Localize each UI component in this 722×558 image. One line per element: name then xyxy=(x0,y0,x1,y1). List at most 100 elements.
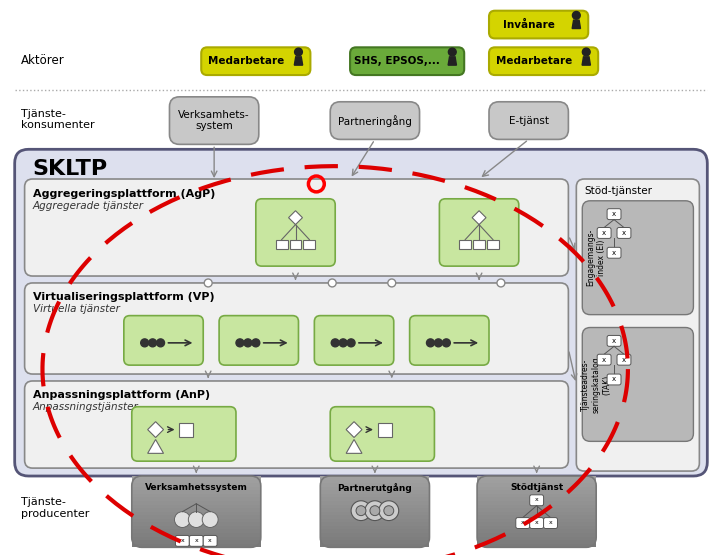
Polygon shape xyxy=(572,20,580,28)
Text: Stödtjänst: Stödtjänst xyxy=(510,483,563,492)
Text: x: x xyxy=(612,377,616,382)
Circle shape xyxy=(448,48,456,56)
Polygon shape xyxy=(448,57,456,65)
FancyBboxPatch shape xyxy=(25,179,568,276)
Text: Partnerutgång: Partnerutgång xyxy=(337,483,412,493)
Circle shape xyxy=(497,279,505,287)
FancyBboxPatch shape xyxy=(617,228,631,238)
Text: x: x xyxy=(535,497,539,502)
Bar xyxy=(132,515,261,519)
Bar xyxy=(132,483,261,487)
FancyBboxPatch shape xyxy=(201,47,310,75)
FancyBboxPatch shape xyxy=(607,247,621,258)
Polygon shape xyxy=(148,440,163,453)
Text: SKLTP: SKLTP xyxy=(32,159,108,179)
Circle shape xyxy=(388,279,396,287)
FancyBboxPatch shape xyxy=(440,199,519,266)
Bar xyxy=(477,540,596,543)
Bar xyxy=(321,540,430,543)
Circle shape xyxy=(157,339,165,347)
FancyBboxPatch shape xyxy=(582,328,693,441)
Text: Virtualiseringsplattform (VP): Virtualiseringsplattform (VP) xyxy=(32,292,214,302)
Text: Engagemangs-
index (EI): Engagemangs- index (EI) xyxy=(586,229,606,286)
Circle shape xyxy=(331,339,339,347)
Bar xyxy=(477,483,596,487)
Text: x: x xyxy=(208,538,212,543)
Circle shape xyxy=(175,512,191,527)
Circle shape xyxy=(347,339,355,347)
Bar xyxy=(132,512,261,515)
Text: Verksamhetssystem: Verksamhetssystem xyxy=(145,483,248,492)
Bar xyxy=(321,483,430,487)
Circle shape xyxy=(236,339,244,347)
FancyBboxPatch shape xyxy=(189,536,203,546)
FancyBboxPatch shape xyxy=(219,316,298,365)
Polygon shape xyxy=(295,57,303,65)
Bar xyxy=(132,522,261,526)
FancyBboxPatch shape xyxy=(132,407,236,461)
FancyBboxPatch shape xyxy=(597,228,611,238)
Bar xyxy=(477,494,596,497)
Circle shape xyxy=(370,506,380,516)
Bar xyxy=(321,490,430,494)
FancyBboxPatch shape xyxy=(597,354,611,365)
Bar xyxy=(477,487,596,490)
Circle shape xyxy=(356,506,366,516)
Text: x: x xyxy=(612,338,616,344)
Bar xyxy=(321,512,430,515)
Text: x: x xyxy=(602,230,606,236)
Bar xyxy=(477,490,596,494)
Circle shape xyxy=(339,339,347,347)
FancyBboxPatch shape xyxy=(203,536,217,546)
Text: Tjänste-
producenter: Tjänste- producenter xyxy=(21,497,89,518)
Circle shape xyxy=(244,339,252,347)
Bar xyxy=(132,543,261,547)
Text: x: x xyxy=(180,538,184,543)
FancyBboxPatch shape xyxy=(25,381,568,468)
Bar xyxy=(132,501,261,504)
FancyBboxPatch shape xyxy=(582,201,693,315)
Text: x: x xyxy=(521,520,525,525)
Text: x: x xyxy=(622,357,626,363)
Bar xyxy=(321,543,430,547)
FancyBboxPatch shape xyxy=(409,316,489,365)
Bar xyxy=(477,479,596,483)
Polygon shape xyxy=(582,57,591,65)
Bar xyxy=(321,537,430,540)
Bar xyxy=(477,526,596,530)
Circle shape xyxy=(435,339,443,347)
Text: x: x xyxy=(612,250,616,256)
Bar xyxy=(132,476,261,479)
FancyBboxPatch shape xyxy=(516,518,530,528)
Bar xyxy=(487,239,499,248)
Bar xyxy=(477,530,596,533)
Bar xyxy=(132,540,261,543)
FancyBboxPatch shape xyxy=(530,495,544,506)
Text: Invånare: Invånare xyxy=(503,20,554,30)
FancyBboxPatch shape xyxy=(314,316,393,365)
Polygon shape xyxy=(346,422,362,437)
Bar xyxy=(132,537,261,540)
Bar xyxy=(321,476,430,479)
Circle shape xyxy=(188,512,204,527)
Circle shape xyxy=(573,12,580,19)
Bar xyxy=(132,490,261,494)
Text: Aggregerade tjänster: Aggregerade tjänster xyxy=(32,201,144,211)
Bar xyxy=(321,504,430,508)
Bar xyxy=(378,422,392,436)
FancyBboxPatch shape xyxy=(14,150,708,476)
Bar xyxy=(321,501,430,504)
Bar xyxy=(321,515,430,519)
Text: Anpassningsplattform (AnP): Anpassningsplattform (AnP) xyxy=(32,390,209,400)
FancyBboxPatch shape xyxy=(544,518,557,528)
Bar xyxy=(477,508,596,512)
Text: x: x xyxy=(602,357,606,363)
Text: x: x xyxy=(612,211,616,217)
Text: x: x xyxy=(549,520,552,525)
Bar xyxy=(321,508,430,512)
FancyBboxPatch shape xyxy=(607,209,621,220)
Bar xyxy=(132,519,261,522)
Bar xyxy=(477,533,596,537)
FancyBboxPatch shape xyxy=(350,47,464,75)
Polygon shape xyxy=(346,440,362,453)
